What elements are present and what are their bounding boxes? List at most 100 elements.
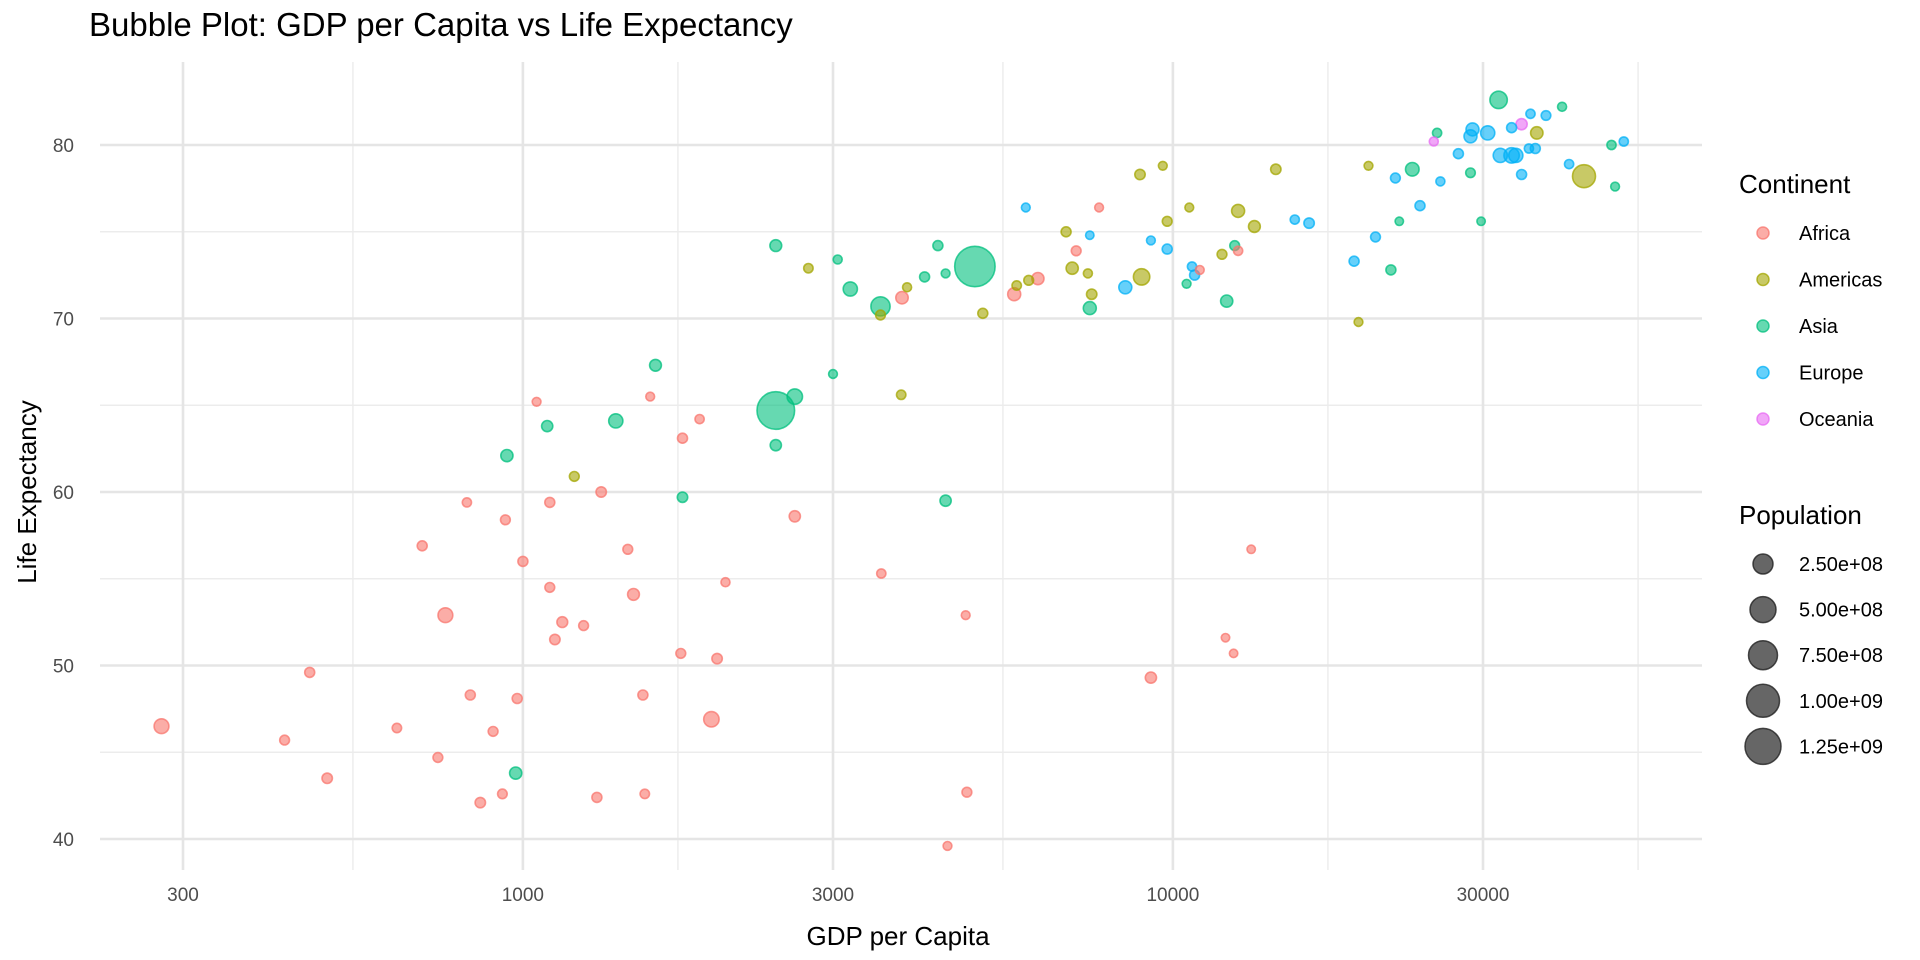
data-point-africa bbox=[416, 539, 429, 552]
size-legend-label: 1.00e+09 bbox=[1799, 691, 1883, 713]
data-point-europe bbox=[1303, 217, 1316, 230]
data-point-africa bbox=[894, 290, 909, 305]
data-point-asia bbox=[1556, 101, 1568, 113]
data-point-africa bbox=[720, 576, 731, 588]
color-legend-title: Continent bbox=[1739, 169, 1851, 199]
data-point-europe bbox=[1507, 147, 1524, 164]
size-legend-label: 7.50e+08 bbox=[1799, 645, 1883, 667]
size-legend-title: Population bbox=[1739, 500, 1862, 530]
data-point-africa bbox=[1246, 544, 1257, 555]
data-point-africa bbox=[1144, 671, 1158, 684]
data-point-europe bbox=[1563, 158, 1575, 170]
data-point-africa bbox=[461, 496, 473, 508]
data-point-asia bbox=[940, 268, 951, 279]
data-point-asia bbox=[1394, 216, 1405, 227]
data-point-europe bbox=[1020, 202, 1032, 213]
legend-label-asia: Asia bbox=[1799, 316, 1839, 338]
x-tick-label: 10000 bbox=[1146, 885, 1199, 906]
data-point-europe bbox=[1492, 147, 1509, 164]
data-point-americas bbox=[1157, 160, 1169, 172]
legend-label-europe: Europe bbox=[1799, 363, 1864, 385]
data-point-oceania bbox=[1428, 136, 1440, 147]
legend-label-americas: Americas bbox=[1799, 270, 1882, 292]
data-point-africa bbox=[1232, 245, 1244, 257]
data-point-europe bbox=[1523, 143, 1535, 154]
data-point-africa bbox=[577, 619, 590, 632]
size-legend-bubble bbox=[1749, 595, 1777, 624]
data-point-africa bbox=[278, 734, 291, 746]
legend-swatch-oceania bbox=[1756, 412, 1770, 426]
data-point-africa bbox=[556, 615, 569, 629]
data-point-americas bbox=[976, 307, 989, 320]
data-point-asia bbox=[1606, 139, 1617, 151]
data-point-africa bbox=[960, 609, 971, 621]
data-point-asia bbox=[769, 438, 783, 452]
data-point-europe bbox=[1452, 147, 1465, 160]
data-point-africa bbox=[464, 689, 477, 701]
data-point-americas bbox=[1363, 160, 1374, 172]
data-point-asia bbox=[1219, 294, 1234, 308]
data-point-asia bbox=[540, 419, 554, 433]
data-point-asia bbox=[508, 766, 523, 780]
data-point-americas bbox=[1353, 316, 1364, 328]
data-point-africa bbox=[543, 496, 556, 509]
data-point-africa bbox=[875, 568, 887, 579]
data-point-americas bbox=[1247, 219, 1262, 234]
data-point-asia bbox=[1609, 181, 1621, 192]
legend-swatch-asia bbox=[1756, 319, 1770, 333]
data-point-africa bbox=[1220, 632, 1231, 643]
data-point-africa bbox=[153, 717, 170, 735]
legend-swatch-africa bbox=[1756, 226, 1770, 240]
data-point-europe bbox=[1525, 108, 1536, 120]
data-point-americas bbox=[1082, 268, 1094, 279]
x-axis-title: GDP per Capita bbox=[806, 921, 990, 951]
data-point-americas bbox=[1571, 163, 1597, 189]
y-tick-label: 60 bbox=[53, 483, 74, 504]
data-point-asia bbox=[953, 245, 996, 288]
data-point-asia bbox=[786, 388, 804, 406]
data-point-americas bbox=[1161, 215, 1173, 228]
y-axis-title: Life Expectancy bbox=[12, 400, 42, 584]
data-point-americas bbox=[1529, 125, 1544, 140]
data-point-africa bbox=[321, 772, 334, 785]
data-point-europe bbox=[1618, 136, 1630, 147]
data-point-americas bbox=[901, 281, 913, 293]
size-legend-bubble bbox=[1752, 553, 1774, 575]
data-point-africa bbox=[644, 391, 656, 402]
data-point-americas bbox=[1230, 203, 1246, 219]
data-point-europe bbox=[1515, 168, 1528, 181]
data-point-asia bbox=[1082, 300, 1098, 316]
x-tick-label: 3000 bbox=[812, 885, 854, 906]
data-point-americas bbox=[1022, 274, 1035, 286]
data-point-europe bbox=[1540, 109, 1552, 122]
y-tick-label: 50 bbox=[53, 657, 74, 678]
data-point-asia bbox=[939, 494, 952, 508]
data-point-asia bbox=[832, 254, 844, 265]
data-point-africa bbox=[437, 606, 454, 624]
data-point-europe bbox=[1145, 235, 1157, 246]
x-tick-label: 300 bbox=[167, 885, 199, 906]
data-point-europe bbox=[1505, 121, 1518, 134]
data-point-africa bbox=[1228, 648, 1239, 659]
data-point-europe bbox=[1389, 172, 1402, 184]
data-point-africa bbox=[622, 543, 634, 555]
data-point-europe bbox=[1289, 214, 1301, 225]
data-point-asia bbox=[842, 281, 859, 297]
data-point-africa bbox=[531, 396, 542, 407]
size-legend-bubble bbox=[1747, 639, 1779, 671]
data-point-europe bbox=[1435, 176, 1446, 187]
data-point-americas bbox=[1011, 279, 1023, 291]
data-point-africa bbox=[595, 485, 608, 498]
data-point-asia bbox=[932, 239, 944, 252]
data-point-americas bbox=[1132, 267, 1151, 286]
axes: 300 1000 3000 10000 30000 40 50 60 70 80 bbox=[53, 136, 1510, 906]
data-point-asia bbox=[607, 412, 624, 429]
data-point-americas bbox=[1134, 168, 1147, 181]
legend: Continent Africa Americas Asia Europe Oceania… bbox=[1739, 169, 1883, 766]
data-point-asia bbox=[1181, 278, 1192, 289]
data-point-asia bbox=[1385, 264, 1397, 276]
legend-swatch-americas bbox=[1756, 272, 1770, 287]
data-points bbox=[153, 90, 1630, 852]
legend-label-oceania: Oceania bbox=[1799, 409, 1874, 431]
